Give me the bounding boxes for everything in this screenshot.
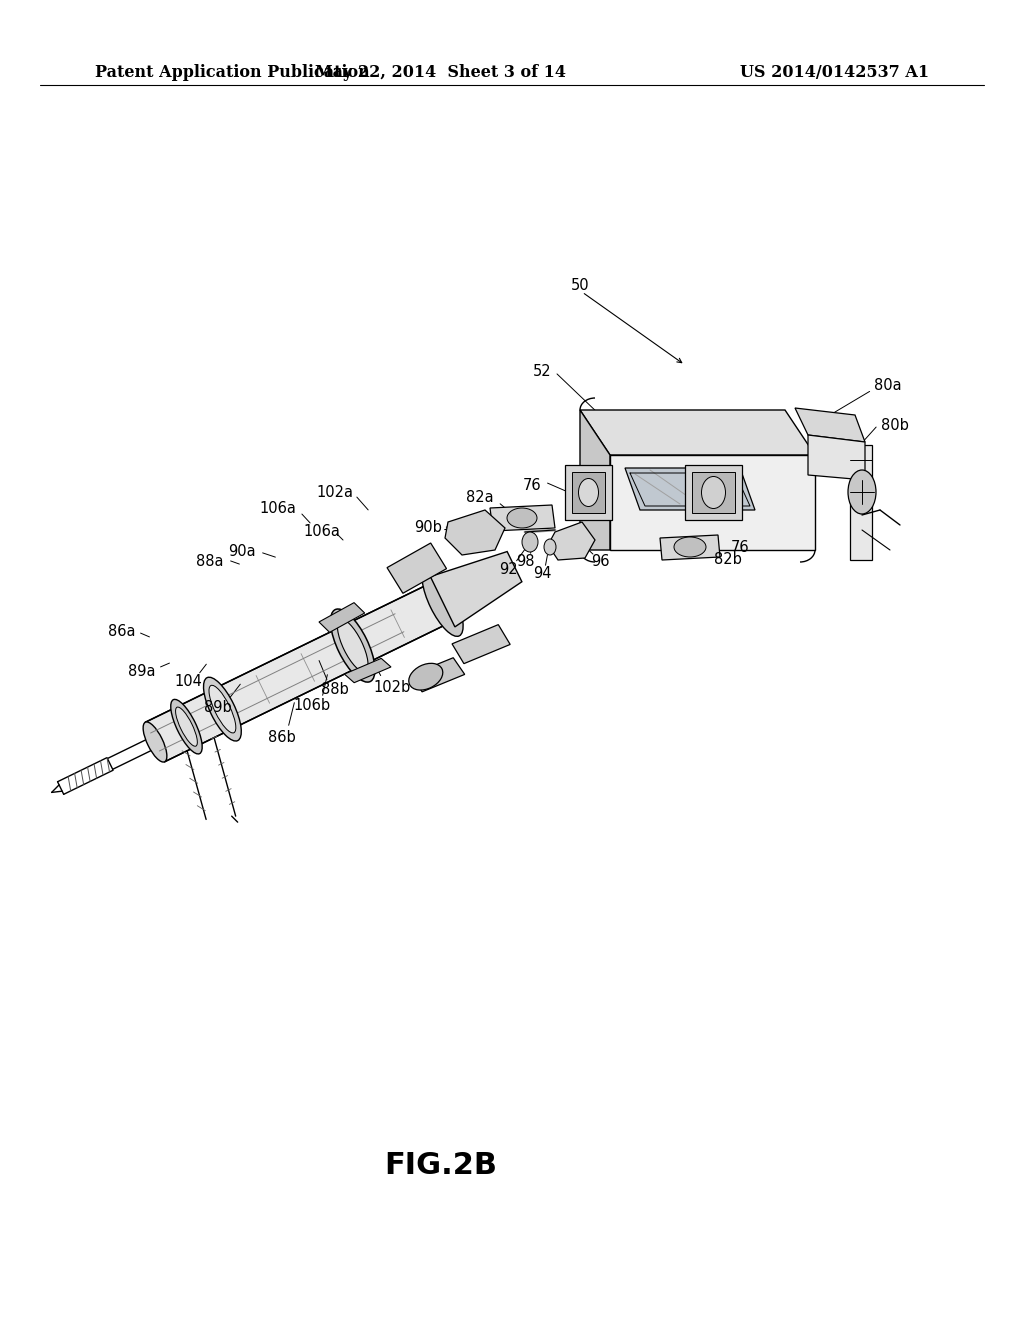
Polygon shape bbox=[344, 659, 391, 682]
Polygon shape bbox=[565, 465, 612, 520]
Polygon shape bbox=[580, 411, 610, 550]
Polygon shape bbox=[445, 510, 505, 554]
Polygon shape bbox=[808, 436, 865, 480]
Text: 86b: 86b bbox=[268, 730, 296, 746]
Polygon shape bbox=[145, 582, 453, 762]
Text: 96: 96 bbox=[591, 554, 609, 569]
Text: 94: 94 bbox=[532, 566, 551, 582]
Text: Patent Application Publication: Patent Application Publication bbox=[95, 63, 370, 81]
Text: 52: 52 bbox=[532, 364, 551, 380]
Text: 76: 76 bbox=[522, 478, 542, 492]
Ellipse shape bbox=[701, 477, 725, 508]
Polygon shape bbox=[430, 552, 522, 627]
Ellipse shape bbox=[522, 532, 538, 552]
Polygon shape bbox=[610, 455, 815, 550]
Polygon shape bbox=[685, 465, 742, 520]
Ellipse shape bbox=[674, 537, 706, 557]
Text: 88a: 88a bbox=[197, 554, 224, 569]
Text: 89a: 89a bbox=[128, 664, 156, 680]
Polygon shape bbox=[452, 624, 510, 664]
Ellipse shape bbox=[204, 677, 242, 741]
Ellipse shape bbox=[422, 568, 463, 636]
Ellipse shape bbox=[331, 609, 375, 682]
Text: 90b: 90b bbox=[414, 520, 442, 536]
Polygon shape bbox=[850, 445, 872, 560]
Text: 76: 76 bbox=[731, 540, 750, 556]
Ellipse shape bbox=[848, 470, 876, 513]
Polygon shape bbox=[319, 603, 365, 632]
Ellipse shape bbox=[507, 508, 537, 528]
Polygon shape bbox=[572, 473, 605, 513]
Text: 89b: 89b bbox=[204, 701, 231, 715]
Ellipse shape bbox=[338, 619, 368, 672]
Text: US 2014/0142537 A1: US 2014/0142537 A1 bbox=[740, 63, 929, 81]
Text: 82a: 82a bbox=[466, 491, 494, 506]
Text: 98: 98 bbox=[516, 554, 535, 569]
Polygon shape bbox=[625, 469, 755, 510]
Text: 102a: 102a bbox=[316, 484, 353, 499]
Polygon shape bbox=[412, 657, 465, 692]
Polygon shape bbox=[660, 535, 720, 560]
Ellipse shape bbox=[544, 539, 556, 554]
Text: 92: 92 bbox=[499, 562, 517, 578]
Polygon shape bbox=[795, 408, 865, 442]
Ellipse shape bbox=[579, 479, 598, 507]
Polygon shape bbox=[580, 411, 815, 455]
Ellipse shape bbox=[143, 722, 167, 762]
Polygon shape bbox=[387, 543, 446, 593]
Text: 88b: 88b bbox=[322, 682, 349, 697]
Ellipse shape bbox=[171, 700, 202, 754]
Ellipse shape bbox=[409, 664, 442, 690]
Polygon shape bbox=[490, 506, 555, 531]
Text: 104: 104 bbox=[174, 675, 202, 689]
Polygon shape bbox=[692, 473, 735, 513]
Text: 106b: 106b bbox=[294, 697, 331, 713]
Text: 80a: 80a bbox=[874, 378, 902, 392]
Text: 106a: 106a bbox=[303, 524, 340, 540]
Text: FIG.2B: FIG.2B bbox=[384, 1151, 497, 1180]
Text: May 22, 2014  Sheet 3 of 14: May 22, 2014 Sheet 3 of 14 bbox=[314, 63, 566, 81]
Text: 102b: 102b bbox=[374, 681, 411, 696]
Text: 90a: 90a bbox=[228, 544, 256, 560]
Text: 106a: 106a bbox=[259, 500, 296, 516]
Text: 82b: 82b bbox=[714, 553, 742, 568]
Polygon shape bbox=[548, 521, 595, 560]
Text: 86a: 86a bbox=[109, 624, 136, 639]
Text: 80b: 80b bbox=[881, 417, 909, 433]
Ellipse shape bbox=[209, 685, 236, 733]
Ellipse shape bbox=[175, 708, 198, 746]
Text: 50: 50 bbox=[570, 277, 590, 293]
